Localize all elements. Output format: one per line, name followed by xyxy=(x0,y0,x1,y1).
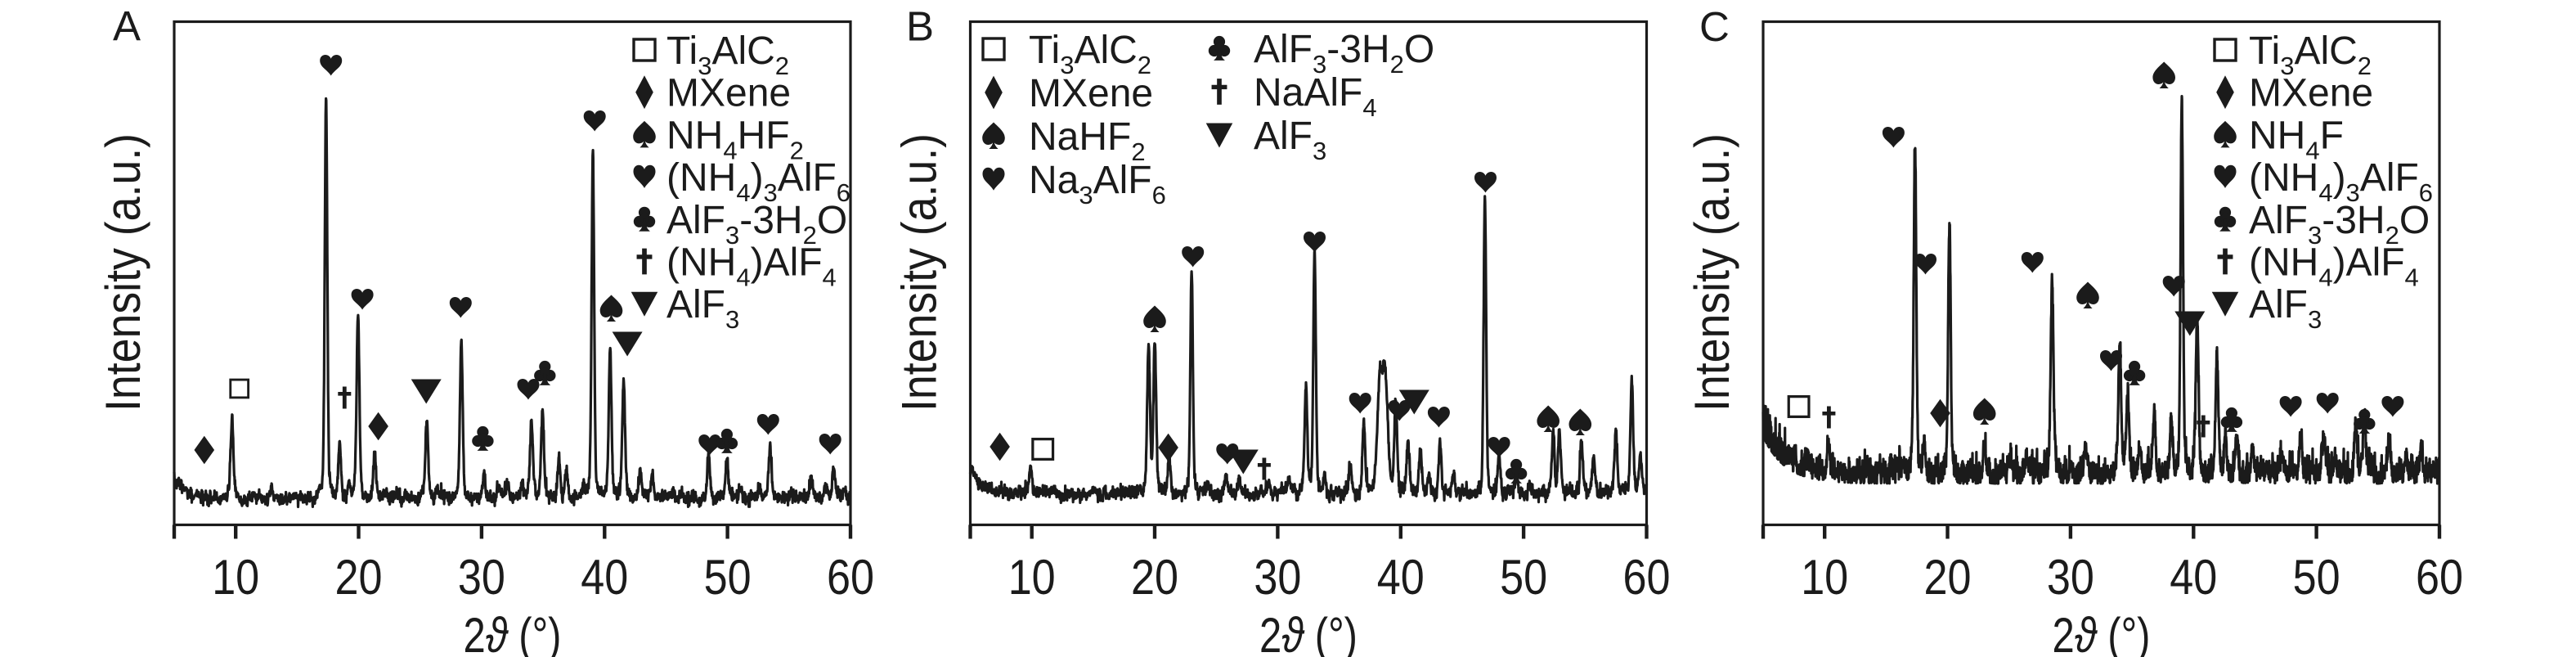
svg-text:Na3AlF6: Na3AlF6 xyxy=(1029,159,1166,209)
svg-text:40: 40 xyxy=(581,550,628,605)
svg-text:MXene: MXene xyxy=(2249,72,2373,115)
svg-text:Intensity (a.u.): Intensity (a.u.) xyxy=(892,133,947,412)
svg-text:B: B xyxy=(906,3,934,50)
svg-text:(NH4)3AlF6: (NH4)3AlF6 xyxy=(2249,156,2433,207)
svg-text:NH4F: NH4F xyxy=(2249,114,2344,164)
svg-text:10: 10 xyxy=(1008,550,1056,605)
svg-text:10: 10 xyxy=(1801,550,1848,605)
svg-text:30: 30 xyxy=(1254,550,1301,605)
svg-text:NaHF2: NaHF2 xyxy=(1029,115,1146,166)
svg-text:AlF3: AlF3 xyxy=(1254,115,1326,165)
svg-text:20: 20 xyxy=(1131,550,1178,605)
svg-text:20: 20 xyxy=(335,550,383,605)
svg-text:60: 60 xyxy=(827,550,874,605)
svg-text:2ϑ (°): 2ϑ (°) xyxy=(464,608,562,657)
svg-text:(NH4)AlF4: (NH4)AlF4 xyxy=(666,241,837,292)
svg-text:30: 30 xyxy=(458,550,505,605)
svg-text:AlF3-3H2O: AlF3-3H2O xyxy=(2249,199,2430,250)
svg-text:10: 10 xyxy=(212,550,259,605)
svg-text:30: 30 xyxy=(2047,550,2094,605)
svg-text:Ti3AlC2: Ti3AlC2 xyxy=(2249,29,2372,80)
svg-text:2ϑ (°): 2ϑ (°) xyxy=(1259,608,1358,657)
svg-text:2ϑ (°): 2ϑ (°) xyxy=(2053,608,2151,657)
svg-text:Ti3AlC2: Ti3AlC2 xyxy=(1029,29,1151,79)
svg-text:Ti3AlC2: Ti3AlC2 xyxy=(666,29,789,80)
svg-text:MXene: MXene xyxy=(1029,72,1153,115)
svg-text:Intensity (a.u.): Intensity (a.u.) xyxy=(1685,133,1739,412)
svg-text:50: 50 xyxy=(2293,550,2340,605)
svg-text:NaAlF4: NaAlF4 xyxy=(1254,71,1377,122)
svg-text:C: C xyxy=(1699,3,1730,50)
svg-text:40: 40 xyxy=(2170,550,2217,605)
svg-text:MXene: MXene xyxy=(666,72,791,115)
svg-text:50: 50 xyxy=(704,550,752,605)
svg-text:20: 20 xyxy=(1924,550,1972,605)
svg-text:40: 40 xyxy=(1377,550,1425,605)
svg-text:AlF3-3H2O: AlF3-3H2O xyxy=(1254,28,1434,79)
svg-text:50: 50 xyxy=(1500,550,1547,605)
svg-text:Intensity (a.u.): Intensity (a.u.) xyxy=(96,133,150,412)
svg-text:60: 60 xyxy=(1623,550,1671,605)
svg-text:60: 60 xyxy=(2416,550,2463,605)
svg-text:AlF3-3H2O: AlF3-3H2O xyxy=(666,199,847,250)
svg-text:(NH4)AlF4: (NH4)AlF4 xyxy=(2249,241,2419,292)
svg-text:NH4HF2: NH4HF2 xyxy=(666,114,804,164)
svg-text:(NH4)3AlF6: (NH4)3AlF6 xyxy=(666,156,850,207)
svg-text:AlF3: AlF3 xyxy=(666,283,739,334)
svg-text:AlF3: AlF3 xyxy=(2249,283,2322,334)
svg-text:A: A xyxy=(113,3,141,50)
